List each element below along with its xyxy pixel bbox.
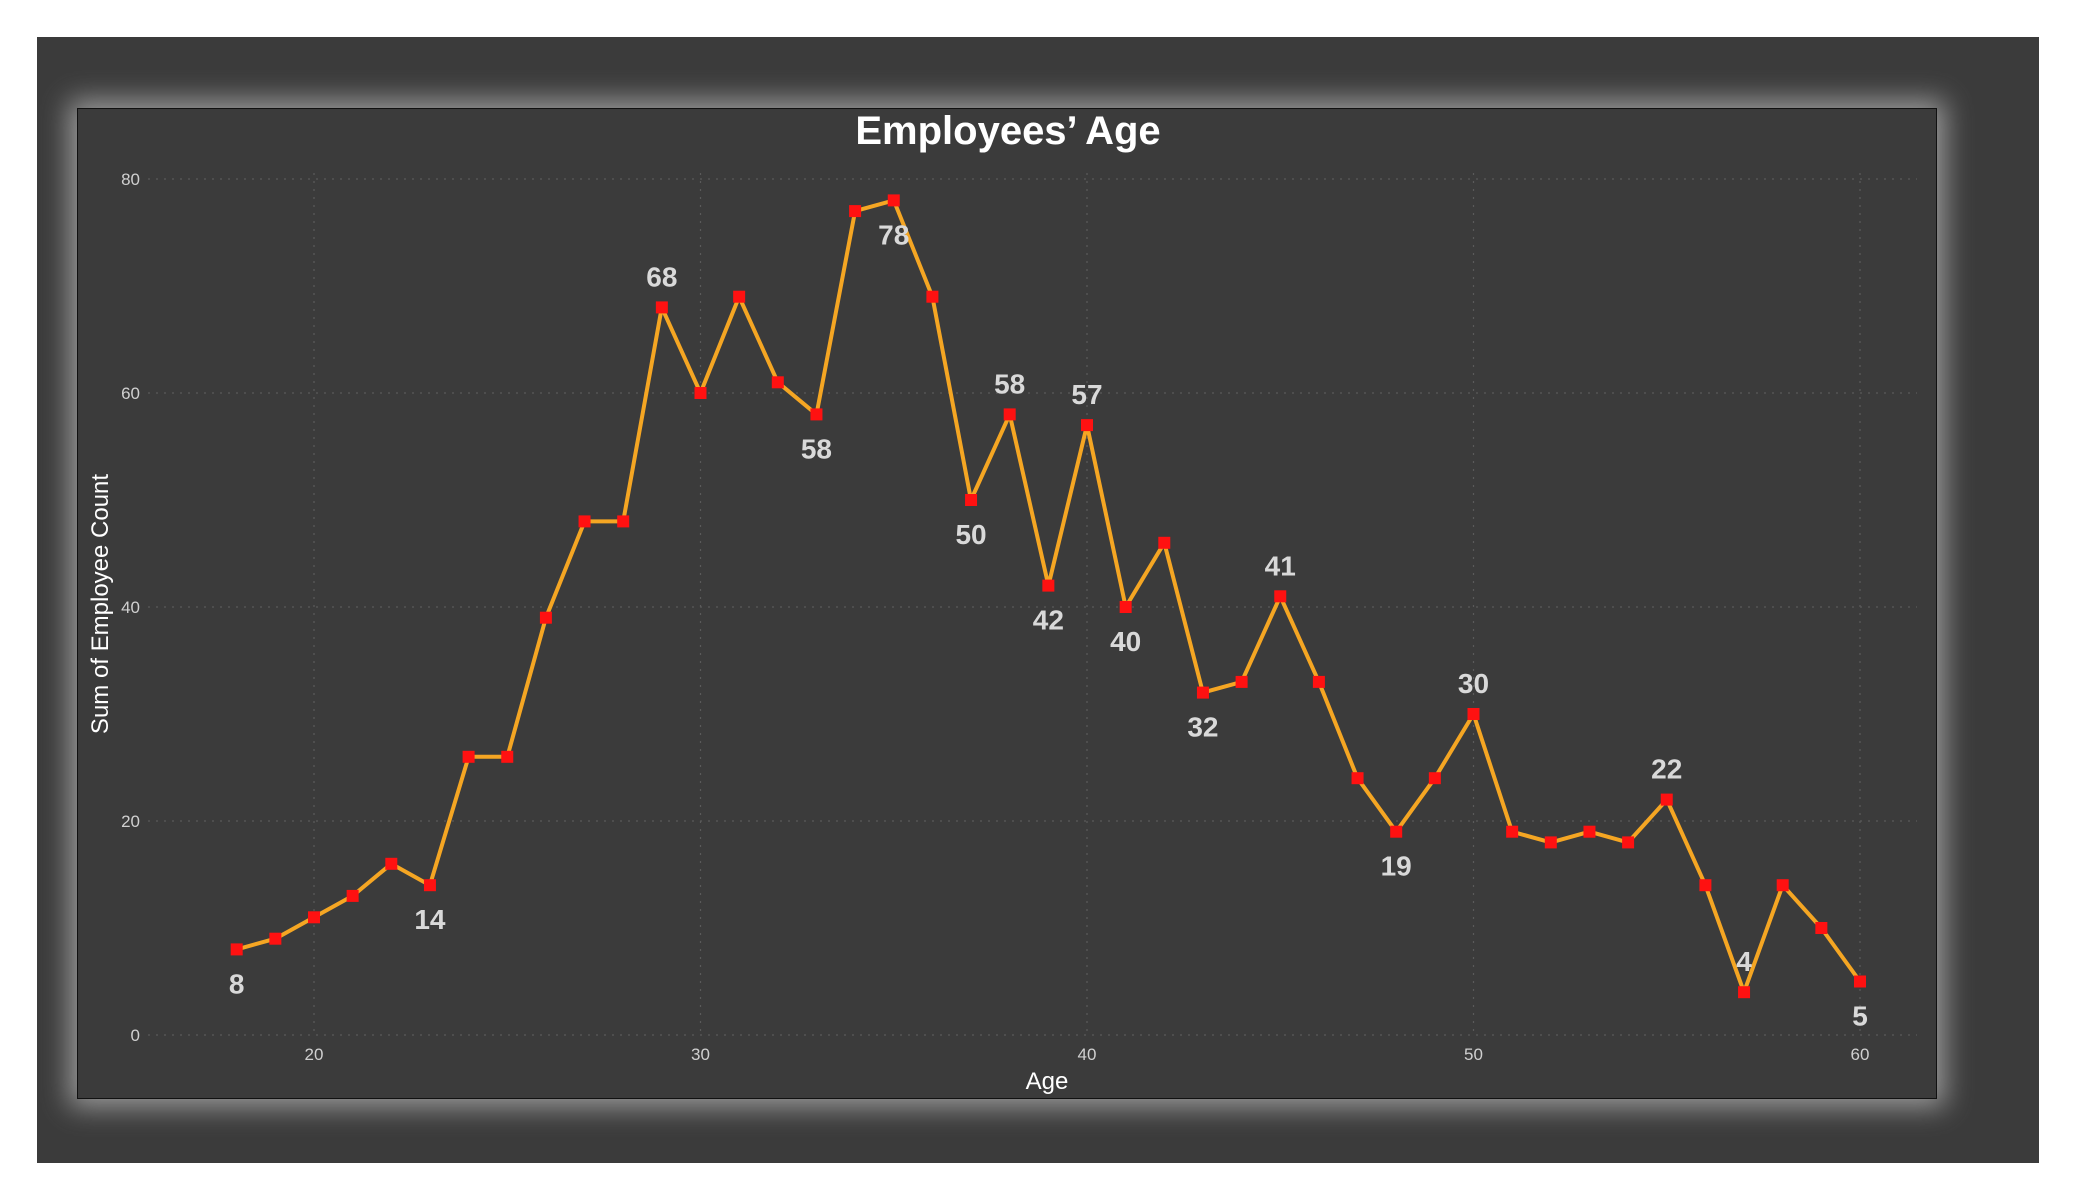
data-point-marker: [655, 301, 668, 314]
data-point-marker: [1003, 408, 1016, 421]
data-point-marker: [694, 387, 707, 399]
data-point-marker: [1196, 686, 1209, 699]
data-label: 22: [1651, 754, 1682, 785]
data-point-marker: [1660, 793, 1673, 806]
y-tick-label: 60: [121, 384, 140, 403]
x-tick-label: 40: [1078, 1045, 1097, 1064]
data-point-marker: [578, 515, 591, 528]
data-point-marker: [539, 611, 552, 624]
line-chart: 0 20 40 60 80 20 30 40 50 60 8 14 68 58 78 50 58 42 57 40 3…: [87, 109, 1917, 1095]
data-point-marker: [269, 932, 282, 945]
data-label: 4: [1736, 946, 1752, 977]
outer-background-panel: 0 20 40 60 80 20 30 40 50 60 8 14 68 58 78 50 58 42 57 40 3…: [37, 37, 2039, 1163]
data-point-marker: [385, 857, 398, 870]
data-point-marker: [965, 494, 978, 506]
data-label: 14: [414, 904, 446, 935]
data-label: 41: [1265, 550, 1296, 581]
chart-title: Employees’ Age: [855, 109, 1160, 153]
data-point-marker: [926, 290, 939, 303]
x-tick-label: 50: [1464, 1045, 1483, 1064]
data-point-marker: [423, 879, 436, 892]
data-label: 68: [646, 261, 677, 292]
data-label: 58: [801, 433, 832, 464]
data-point-marker: [1390, 825, 1403, 838]
y-tick-label: 0: [131, 1026, 140, 1045]
data-point-marker: [617, 515, 630, 528]
data-point-marker: [887, 194, 900, 207]
data-point-marker: [1158, 536, 1171, 549]
data-label: 50: [955, 519, 986, 550]
data-point-marker: [810, 408, 823, 421]
data-label: 30: [1458, 668, 1489, 699]
data-point-marker: [1119, 601, 1132, 613]
y-axis-label: Sum of Employee Count: [87, 474, 114, 734]
data-point-marker: [501, 750, 514, 763]
chart-panel: 0 20 40 60 80 20 30 40 50 60 8 14 68 58 78 50 58 42 57 40 3…: [77, 108, 1937, 1099]
data-point-marker: [1042, 579, 1055, 592]
data-point-marker: [849, 205, 862, 218]
data-point-marker: [1544, 836, 1557, 849]
series-line: [236, 198, 1862, 995]
data-point-marker: [1351, 772, 1364, 785]
data-label: 32: [1187, 712, 1218, 743]
data-point-marker: [1583, 825, 1596, 838]
data-point-marker: [1738, 986, 1751, 999]
y-tick-label: 20: [121, 812, 140, 831]
series-layer: [230, 194, 1866, 999]
data-label: 57: [1071, 379, 1102, 410]
data-label: 5: [1852, 1001, 1868, 1032]
x-tick-label: 60: [1851, 1045, 1870, 1064]
data-label: 40: [1110, 626, 1141, 657]
data-label-layer: 8 14 68 58 78 50 58 42 57 40 32 41 19 30 22 4 5: [229, 219, 1868, 1031]
data-point-marker: [771, 376, 784, 389]
data-point-marker: [1506, 825, 1519, 838]
data-label: 19: [1381, 851, 1412, 882]
data-label: 8: [229, 968, 245, 999]
data-point-marker: [1428, 772, 1441, 785]
data-point-marker: [1081, 419, 1093, 432]
data-label: 58: [994, 368, 1025, 399]
data-point-marker: [1699, 879, 1712, 892]
data-point-marker: [1235, 675, 1248, 688]
y-tick-label: 80: [121, 170, 140, 189]
x-tick-label: 20: [305, 1045, 324, 1064]
data-point-marker: [1312, 675, 1325, 688]
data-label: 78: [878, 219, 909, 250]
data-point-marker: [230, 943, 243, 956]
data-point-marker: [462, 750, 475, 763]
data-point-marker: [1815, 922, 1828, 934]
x-tick-label: 30: [691, 1045, 710, 1064]
x-axis-label: Age: [1026, 1068, 1069, 1095]
data-point-marker: [1467, 708, 1480, 720]
data-label: 42: [1033, 605, 1064, 636]
y-tick-label: 40: [121, 598, 140, 617]
data-point-marker: [1622, 836, 1635, 849]
data-point-marker: [346, 889, 359, 902]
data-point-marker: [1776, 879, 1789, 892]
data-point-marker: [1854, 975, 1866, 988]
data-point-marker: [1274, 590, 1287, 603]
data-point-marker: [308, 911, 320, 924]
tick-layer: 0 20 40 60 80 20 30 40 50 60: [121, 170, 1869, 1064]
data-point-marker: [733, 290, 746, 303]
